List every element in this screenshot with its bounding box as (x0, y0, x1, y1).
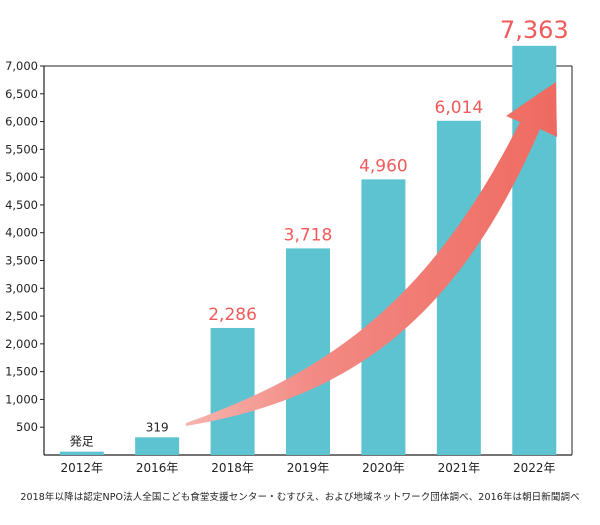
x-tick-label: 2016年 (136, 461, 179, 475)
bar (286, 248, 330, 455)
data-label-bg (277, 224, 339, 246)
x-tick-label: 2022年 (513, 461, 556, 475)
bar (210, 327, 255, 455)
data-label: 4,960 (359, 156, 408, 176)
data-label-bg (428, 96, 490, 118)
bar (59, 451, 104, 455)
y-tick-label: 2,000 (5, 337, 38, 351)
y-tick-label: 6,000 (5, 115, 38, 129)
y-tick-label: 3,500 (5, 254, 38, 268)
y-tick-label: 500 (16, 420, 38, 434)
y-tick-label: 7,000 (5, 59, 38, 73)
y-tick-label: 4,000 (5, 226, 38, 240)
y-tick-label: 1,000 (5, 392, 38, 406)
y-tick-label: 3,000 (5, 281, 38, 295)
y-tick-label: 4,500 (5, 198, 38, 212)
bar (135, 437, 180, 455)
y-tick-label: 5,000 (5, 170, 38, 184)
y-tick-label: 6,500 (5, 87, 38, 101)
x-tick-label: 2018年 (211, 461, 254, 475)
data-label-bg (493, 14, 576, 43)
data-label-bg (202, 303, 263, 325)
y-tick-label: 5,500 (5, 142, 38, 156)
x-tick-label: 2020年 (362, 461, 405, 475)
data-label-bg (70, 434, 94, 451)
data-label: 319 (146, 420, 169, 434)
data-label: 7,363 (500, 16, 569, 44)
trend-arrow (186, 82, 557, 426)
data-label-bg (141, 420, 173, 437)
x-tick-label: 2012年 (60, 461, 103, 475)
y-tick-label: 1,500 (5, 365, 38, 379)
y-tick-label: 2,500 (5, 309, 38, 323)
data-label-bg (353, 155, 414, 177)
data-label: 3,718 (284, 225, 333, 245)
data-label: 2,286 (208, 305, 257, 325)
data-label: 発足 (70, 435, 94, 449)
source-footnote: 2018年以降は認定NPO法人全国こども食堂支援センター・むすびえ、および地域ネ… (20, 492, 580, 503)
data-label: 6,014 (435, 98, 484, 118)
x-tick-label: 2019年 (287, 461, 330, 475)
x-tick-label: 2021年 (438, 461, 481, 475)
